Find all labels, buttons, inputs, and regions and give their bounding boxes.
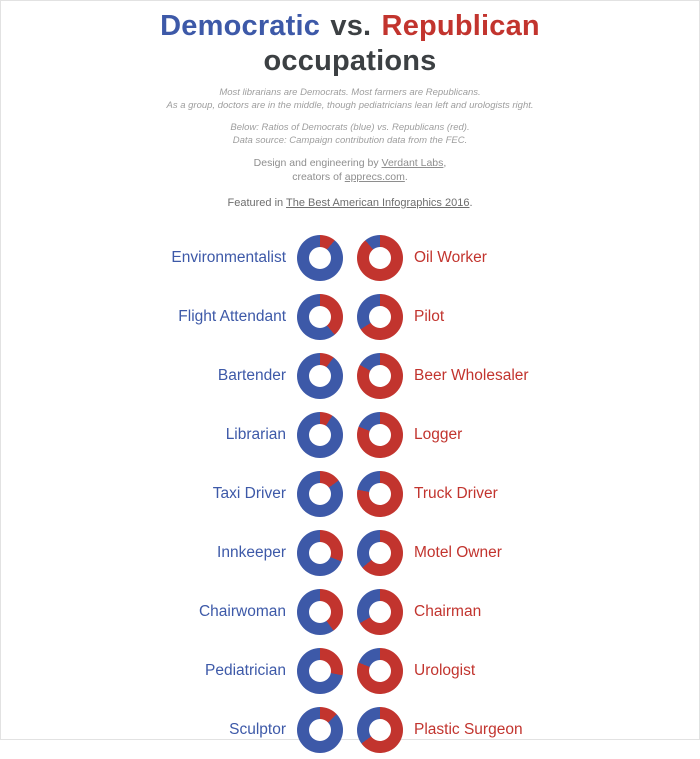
donut-pair [297,470,403,517]
intro-line-3: Below: Ratios of Democrats (blue) vs. Re… [230,122,470,133]
donut-hole [369,659,391,682]
republican-occupation-label: Chairman [414,602,482,620]
donut-hole [369,482,391,505]
donut-hole [309,659,331,682]
republican-occupation-label: Urologist [414,661,476,679]
occupation-row: Environmentalist Oil Worker [1,228,699,287]
donut-hole [309,718,331,741]
democratic-donut-chart [297,588,343,635]
republican-donut-chart [357,706,403,753]
democratic-donut-chart [297,234,343,281]
donut-hole [369,246,391,269]
apprecs-link[interactable]: apprecs.com [344,170,405,183]
credits-design-suffix: , [443,157,447,169]
republican-occupation-label: Beer Wholesaler [414,366,529,384]
republican-donut-chart [357,234,403,281]
title-republican: Republican [381,10,540,42]
intro-source: Below: Ratios of Democrats (blue) vs. Re… [1,122,699,147]
occupation-row: Librarian Logger [1,405,699,464]
donut-hole [369,423,391,446]
democratic-donut-chart [297,647,343,694]
occupation-row: Pediatrician Urologist [1,641,699,700]
republican-occupation-label: Plastic Surgeon [414,720,523,738]
donut-hole [309,541,331,564]
donut-hole [309,246,331,269]
donut-hole [369,364,391,387]
republican-donut-chart [357,470,403,517]
democratic-occupation-label: Sculptor [229,720,286,738]
verdant-labs-link[interactable]: Verdant Labs [381,157,444,169]
featured-suffix: . [469,197,473,209]
republican-donut-chart [357,293,403,340]
featured-prefix: Featured in [227,197,286,209]
donut-hole [369,600,391,623]
democratic-occupation-label: Bartender [217,366,286,384]
democratic-occupation-label: Pediatrician [205,661,286,679]
donut-hole [309,305,331,328]
credits-line-2: creators of apprecs.com. [1,171,699,185]
democratic-donut-chart [297,352,343,399]
title-occupations: occupations [263,45,437,77]
republican-donut-chart [357,352,403,399]
occupation-row: Sculptor Plastic Surgeon [1,700,699,759]
credits-creators-suffix: . [404,170,408,183]
donut-pair [297,411,403,458]
democratic-occupation-label: Taxi Driver [212,484,286,502]
intro-text: Most librarians are Democrats. Most farm… [1,87,699,147]
occupation-row: Taxi Driver Truck Driver [1,464,699,523]
republican-occupation-label: Motel Owner [414,543,502,561]
intro-summary: Most librarians are Democrats. Most farm… [1,87,699,112]
occupation-row: Chairwoman Chairman [1,582,699,641]
democratic-occupation-label: Librarian [225,425,286,443]
donut-hole [309,364,331,387]
intro-line-1: Most librarians are Democrats. Most farm… [219,87,481,98]
republican-donut-chart [357,529,403,576]
occupation-row: Bartender Beer Wholesaler [1,346,699,405]
democratic-donut-chart [297,293,343,340]
intro-line-2: As a group, doctors are in the middle, t… [166,99,534,111]
donut-rows: Environmentalist Oil Worker Flight Atten… [1,228,699,759]
featured-line: Featured in The Best American Infographi… [1,197,699,210]
occupation-row: Flight Attendant Pilot [1,287,699,346]
republican-donut-chart [357,647,403,694]
democratic-donut-chart [297,529,343,576]
intro-line-4: Data source: Campaign contribution data … [232,134,468,146]
democratic-occupation-label: Flight Attendant [178,307,286,325]
republican-occupation-label: Oil Worker [414,248,487,266]
page-title: Democratic vs. Republican occupations [1,9,699,79]
republican-occupation-label: Logger [414,425,463,443]
title-democratic: Democratic [160,10,321,42]
donut-hole [309,482,331,505]
credits-creators-prefix: creators of [292,170,345,183]
republican-occupation-label: Truck Driver [414,484,498,502]
republican-donut-chart [357,588,403,635]
donut-pair [297,706,403,753]
title-vs: vs. [330,10,372,42]
donut-pair [297,234,403,281]
democratic-occupation-label: Environmentalist [171,248,286,266]
democratic-donut-chart [297,470,343,517]
democratic-occupation-label: Innkeeper [217,543,286,561]
republican-donut-chart [357,411,403,458]
donut-hole [369,305,391,328]
republican-occupation-label: Pilot [414,307,445,325]
donut-hole [369,718,391,741]
democratic-donut-chart [297,411,343,458]
donut-pair [297,588,403,635]
donut-pair [297,529,403,576]
donut-pair [297,352,403,399]
donut-hole [369,541,391,564]
donut-pair [297,647,403,694]
donut-hole [309,423,331,446]
credits-line-1: Design and engineering by Verdant Labs, [1,157,699,171]
credits: Design and engineering by Verdant Labs, … [1,157,699,184]
credits-design-prefix: Design and engineering by [253,157,382,169]
occupation-row: Innkeeper Motel Owner [1,523,699,582]
democratic-donut-chart [297,706,343,753]
donut-hole [309,600,331,623]
donut-pair [297,293,403,340]
infographics-book-link[interactable]: The Best American Infographics 2016 [286,197,470,209]
democratic-occupation-label: Chairwoman [198,602,286,620]
